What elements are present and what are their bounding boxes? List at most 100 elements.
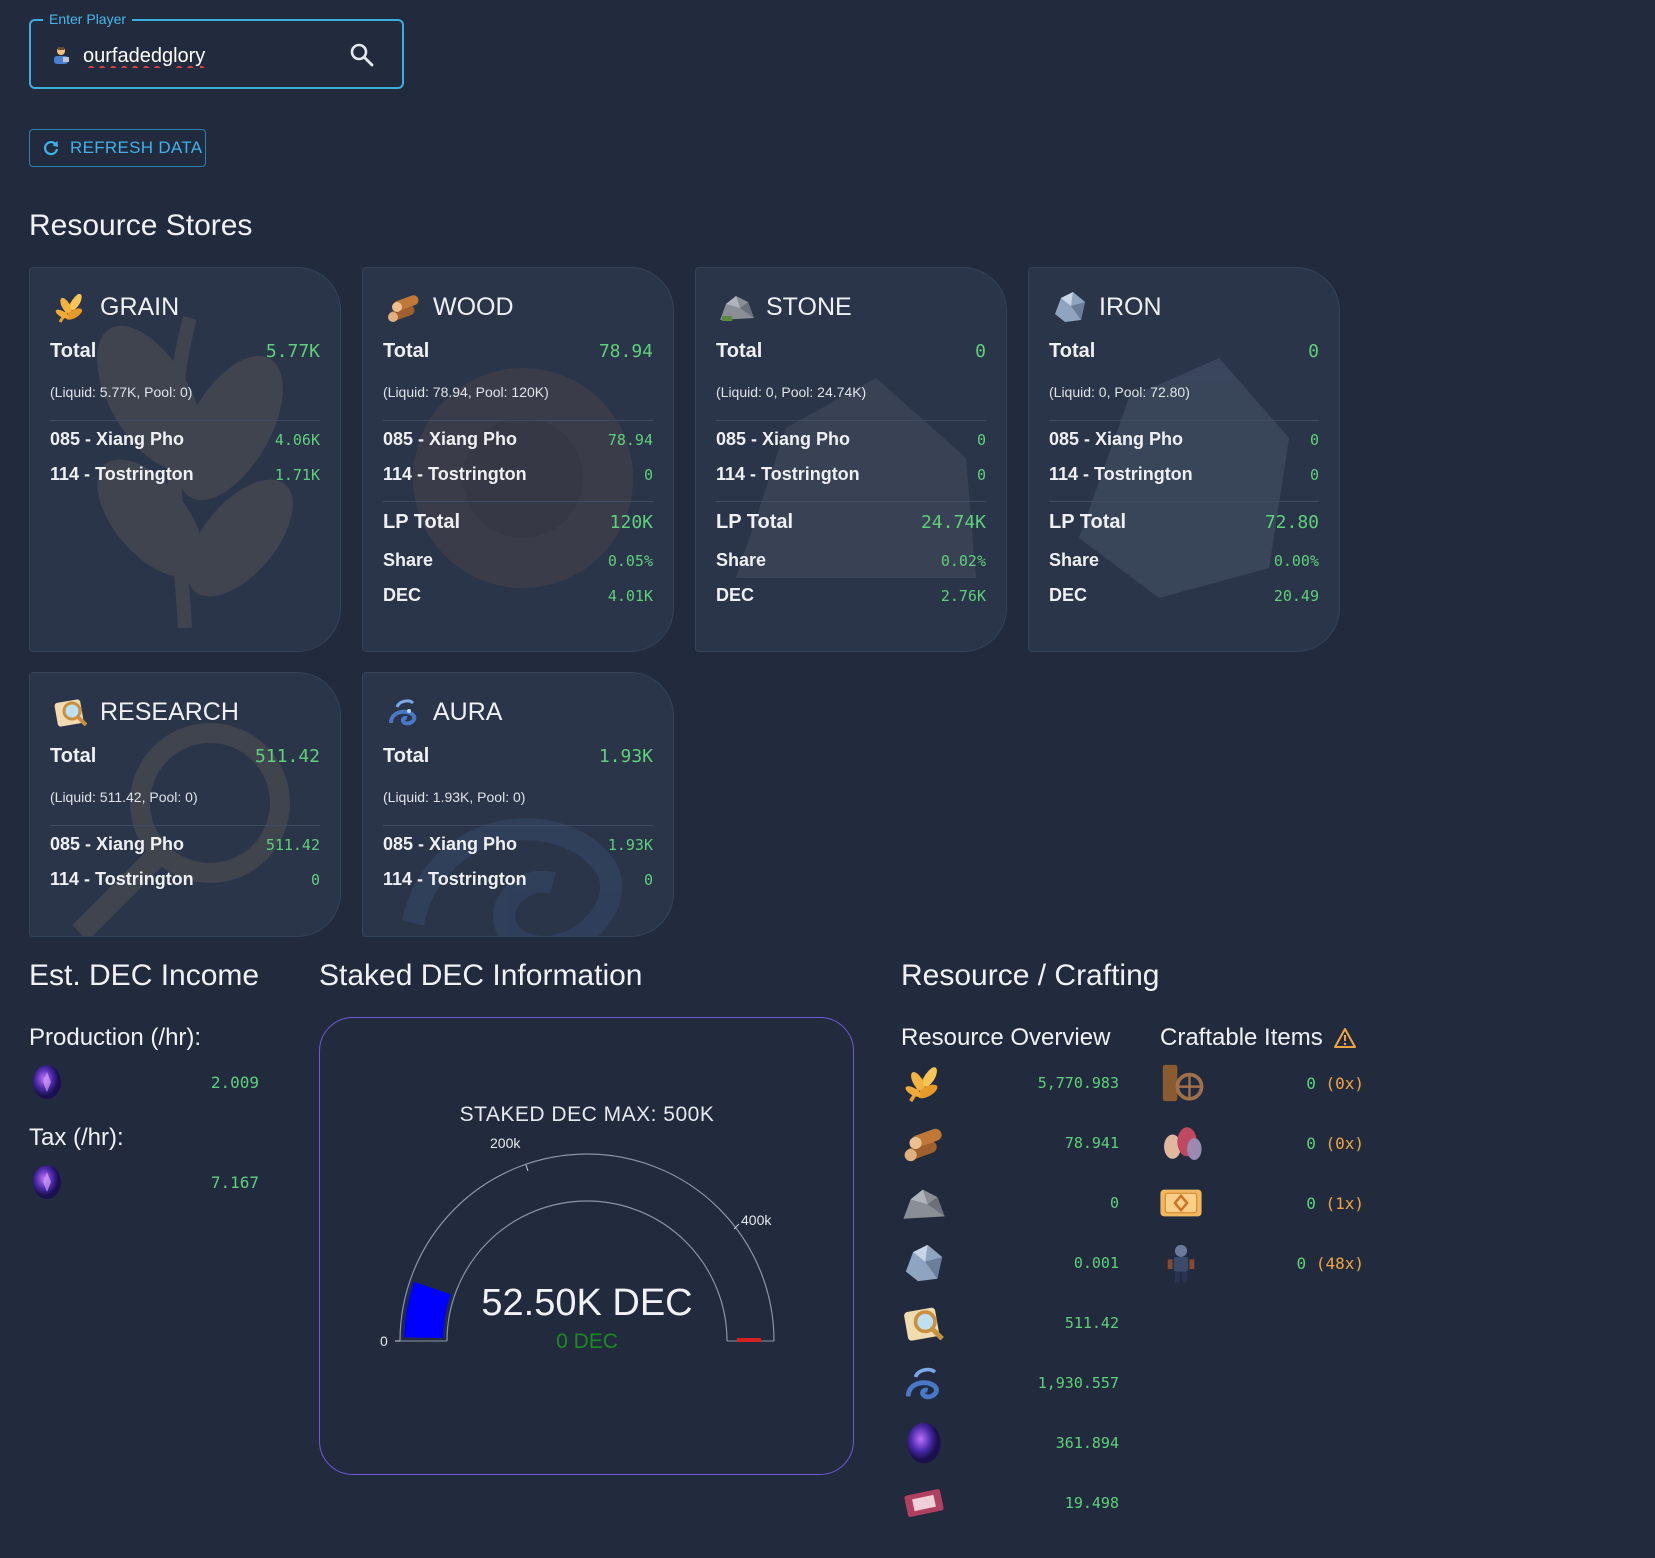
grain-watermark-icon xyxy=(97,316,293,629)
overview-value: 19.498 xyxy=(1064,1494,1119,1512)
staked-dec-gauge: STAKED DEC MAX: 500K 0 200k 400k 52.50K … xyxy=(380,1103,775,1353)
research-icon xyxy=(904,1307,944,1341)
overview-value: 511.42 xyxy=(1064,1314,1119,1332)
search-legend: Enter Player xyxy=(43,11,133,27)
tick-200k-label: 200k xyxy=(490,1135,521,1151)
card-title: RESEARCH xyxy=(100,697,239,726)
overview-value: 1,930.557 xyxy=(1037,1374,1119,1392)
dec-label: DEC xyxy=(716,585,755,605)
craftable-value: 0 (0x) xyxy=(1306,1133,1364,1153)
voucher-icon xyxy=(904,1489,944,1517)
share-value: 0.02% xyxy=(940,551,986,570)
resource-crafting-title: Resource / Crafting xyxy=(901,959,1160,992)
craftable-row: 0 (1x) xyxy=(1158,1178,1364,1228)
total-value: 0 xyxy=(1308,341,1319,362)
stone-card: STONE Total 0 (Liquid: 0, Pool: 24.74K) 0… xyxy=(695,267,1007,652)
refresh-label: REFRESH DATA xyxy=(70,138,203,157)
divider xyxy=(716,501,986,502)
tax-value: 7.167 xyxy=(210,1172,259,1192)
liquid-pool-text: (Liquid: 0, Pool: 72.80) xyxy=(1049,384,1190,400)
total-label: Total xyxy=(50,340,97,362)
refresh-data-button[interactable]: REFRESH DATA xyxy=(29,129,206,167)
tax-label: Tax (/hr): xyxy=(29,1124,124,1151)
dec-label: DEC xyxy=(383,585,422,605)
craftable-items-title: Craftable Items xyxy=(1160,1024,1323,1051)
total-label: Total xyxy=(383,340,430,362)
dec-income-title: Est. DEC Income xyxy=(29,959,260,992)
lp-total-label: LP Total xyxy=(383,511,461,533)
card-title: WOOD xyxy=(433,292,514,321)
iron-icon xyxy=(905,1244,943,1282)
overview-row: 1,930.557 xyxy=(901,1358,1119,1408)
liquid-pool-text: (Liquid: 5.77K, Pool: 0) xyxy=(50,384,193,400)
plot-label: 085 - Xiang Pho xyxy=(383,834,518,854)
plot-value: 0 xyxy=(1309,465,1319,484)
plot-label: 114 - Tostrington xyxy=(50,869,194,889)
divider xyxy=(1049,420,1319,421)
tax-row: 7.167 xyxy=(29,1162,259,1202)
liquid-pool-text: (Liquid: 78.94, Pool: 120K) xyxy=(383,384,549,400)
lp-total-label: LP Total xyxy=(716,511,794,533)
aura-watermark-icon xyxy=(402,818,622,936)
overview-row: 511.42 xyxy=(901,1298,1119,1348)
dec-orb-icon xyxy=(33,1165,61,1199)
plot-label: 085 - Xiang Pho xyxy=(716,429,851,449)
overview-value: 0 xyxy=(1109,1194,1119,1212)
craftable-row: 0 (0x) xyxy=(1158,1058,1364,1108)
card-title: IRON xyxy=(1099,292,1162,321)
dec-orb-icon xyxy=(907,1422,941,1464)
card-title: AURA xyxy=(433,697,503,726)
lp-total-label: LP Total xyxy=(1049,511,1127,533)
stone-watermark-icon xyxy=(736,378,976,578)
overview-row: 0.001 xyxy=(901,1238,1119,1288)
craftable-value: 0 (48x) xyxy=(1296,1253,1364,1273)
tick-200k-mark xyxy=(525,1164,529,1172)
player-search-field[interactable]: Enter Player xyxy=(29,11,404,89)
total-label: Total xyxy=(50,745,97,767)
plot-value: 0 xyxy=(1309,430,1319,449)
overview-row: 78.941 xyxy=(901,1118,1119,1168)
divider xyxy=(50,420,320,421)
lp-total-value: 72.80 xyxy=(1264,512,1319,533)
share-value: 0.05% xyxy=(607,551,653,570)
aura-card: AURA Total 1.93K (Liquid: 1.93K, Pool: 0)… xyxy=(362,672,674,937)
divider xyxy=(1049,501,1319,502)
overview-value: 361.894 xyxy=(1055,1434,1119,1452)
divider xyxy=(383,825,653,826)
player-search-input[interactable] xyxy=(83,43,323,69)
gauge-main-value: 52.50K DEC xyxy=(481,1282,692,1324)
tick-0-label: 0 xyxy=(380,1333,388,1349)
divider xyxy=(50,825,320,826)
resource-stores-title: Resource Stores xyxy=(29,209,253,242)
gauge-max-marker xyxy=(737,1338,761,1342)
search-icon[interactable] xyxy=(348,41,376,69)
dec-value: 2.76K xyxy=(940,586,986,605)
dec-value: 4.01K xyxy=(607,586,653,605)
iron-icon xyxy=(1055,292,1085,322)
plot-label: 085 - Xiang Pho xyxy=(50,834,185,854)
total-value: 0 xyxy=(975,341,986,362)
gauge-sub-value: 0 DEC xyxy=(556,1330,618,1353)
plot-value: 1.71K xyxy=(274,465,320,484)
total-value: 1.93K xyxy=(598,746,653,767)
grain-icon xyxy=(55,293,83,323)
research-watermark-icon xyxy=(72,723,290,936)
liquid-pool-text: (Liquid: 0, Pool: 24.74K) xyxy=(716,384,867,400)
craftable-row: 0 (48x) xyxy=(1158,1238,1364,1288)
share-label: Share xyxy=(1049,550,1100,570)
dec-orb-icon xyxy=(33,1065,61,1099)
total-label: Total xyxy=(383,745,430,767)
plot-label: 114 - Tostrington xyxy=(383,869,527,889)
plot-value: 78.94 xyxy=(607,430,653,449)
craftable-items-header: Craftable Items xyxy=(1160,1024,1357,1052)
user-avatar-icon xyxy=(54,47,69,64)
warning-icon[interactable] xyxy=(1333,1027,1357,1049)
plot-label: 114 - Tostrington xyxy=(50,464,194,484)
plot-value: 0 xyxy=(976,465,986,484)
plot-value: 0 xyxy=(310,870,320,889)
lp-total-value: 24.74K xyxy=(920,512,986,533)
wood-watermark-icon xyxy=(413,368,633,588)
plot-label: 085 - Xiang Pho xyxy=(50,429,185,449)
refresh-icon xyxy=(43,141,59,156)
total-label: Total xyxy=(716,340,763,362)
